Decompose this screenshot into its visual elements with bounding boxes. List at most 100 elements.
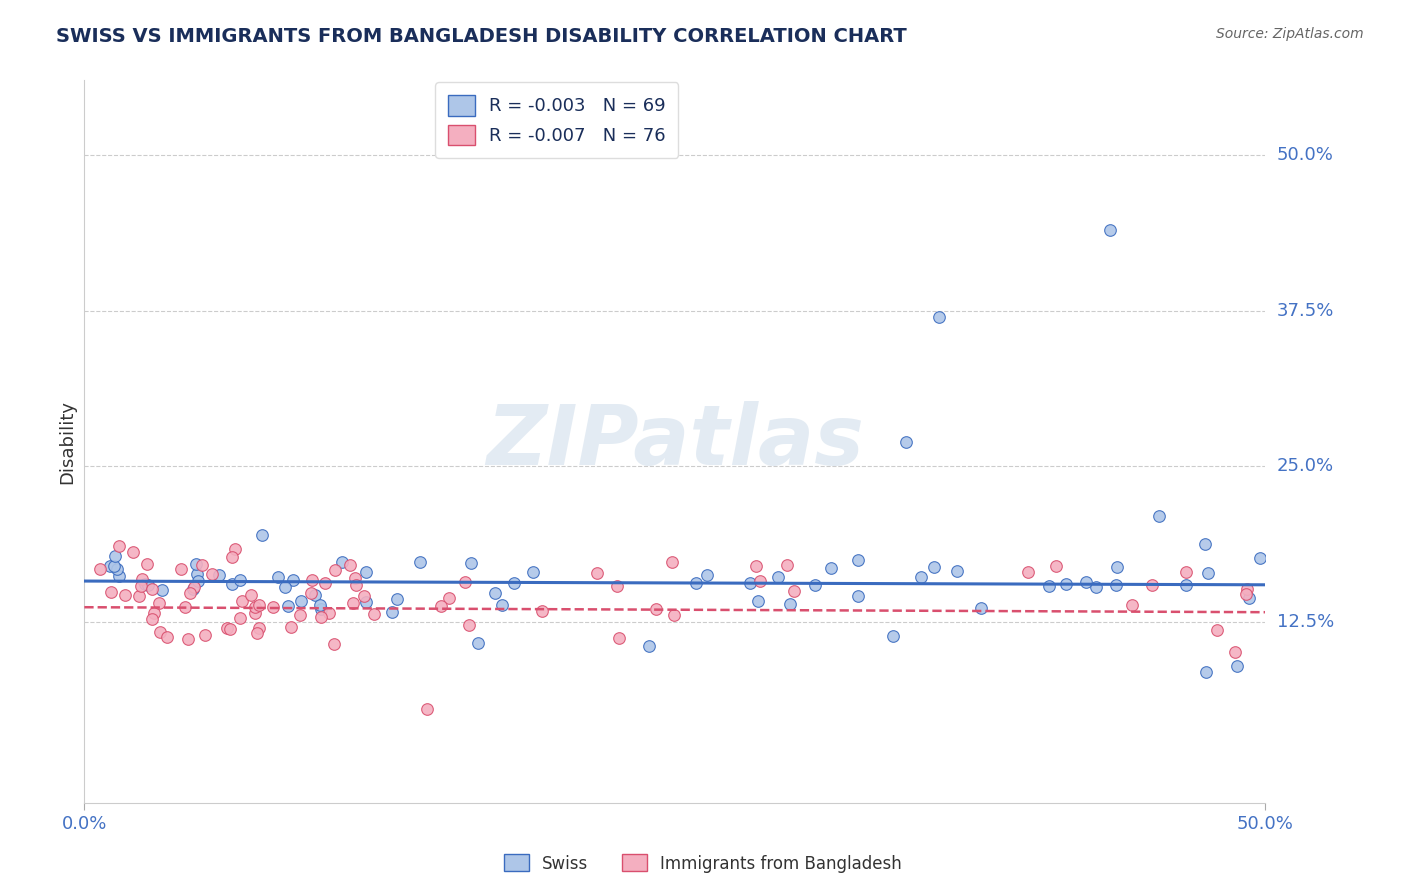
Point (309, 601, 332, 615)
Point (846, 552, 869, 566)
Point (134, 577, 156, 591)
Point (288, 608, 311, 623)
Point (1054, 577, 1077, 591)
Point (820, 561, 842, 575)
Point (143, 606, 166, 620)
Point (748, 574, 770, 589)
Point (247, 621, 270, 635)
Y-axis label: Disability: Disability (58, 400, 76, 483)
Point (491, 598, 513, 612)
Point (1017, 565, 1039, 579)
Point (530, 604, 553, 618)
Point (128, 590, 150, 604)
Point (745, 559, 768, 574)
Point (1174, 566, 1197, 580)
Text: 37.5%: 37.5% (1277, 301, 1334, 319)
Point (215, 620, 238, 634)
Point (638, 640, 661, 654)
Point (1195, 665, 1218, 679)
Point (179, 586, 201, 600)
Point (1197, 566, 1219, 580)
Point (323, 563, 346, 577)
Point (1237, 591, 1260, 605)
Point (311, 610, 333, 624)
Point (1098, 223, 1121, 237)
Point (1226, 658, 1249, 673)
Point (1223, 645, 1246, 659)
Point (150, 582, 173, 597)
Point (460, 557, 482, 571)
Point (277, 599, 299, 613)
Point (173, 599, 195, 614)
Point (1121, 599, 1143, 613)
Point (177, 632, 200, 646)
Point (1045, 558, 1067, 573)
Point (381, 605, 404, 619)
Point (280, 620, 302, 634)
Point (747, 594, 769, 608)
Point (239, 588, 262, 602)
Point (804, 578, 827, 592)
Point (108, 539, 131, 553)
Point (304, 588, 326, 602)
Text: Source: ZipAtlas.com: Source: ZipAtlas.com (1216, 27, 1364, 41)
Point (136, 578, 159, 592)
Point (1074, 575, 1097, 590)
Point (846, 589, 869, 603)
Point (208, 568, 231, 582)
Point (186, 567, 208, 582)
Point (262, 600, 284, 615)
Point (342, 597, 364, 611)
Point (1236, 582, 1258, 596)
Point (738, 576, 761, 591)
Point (1140, 577, 1163, 591)
Point (344, 577, 367, 591)
Point (274, 580, 297, 594)
Point (98, 558, 121, 573)
Point (170, 562, 193, 576)
Point (191, 558, 214, 573)
Point (344, 571, 367, 585)
Point (246, 626, 269, 640)
Point (103, 559, 125, 574)
Point (290, 594, 312, 608)
Point (896, 434, 918, 449)
Point (156, 630, 179, 644)
Point (1038, 579, 1060, 593)
Point (314, 576, 336, 591)
Point (970, 601, 993, 615)
Point (318, 606, 340, 620)
Text: 25.0%: 25.0% (1277, 458, 1334, 475)
Point (105, 562, 128, 576)
Point (776, 558, 799, 572)
Point (131, 572, 153, 586)
Point (187, 574, 209, 588)
Point (141, 582, 163, 596)
Point (330, 555, 353, 569)
Point (228, 573, 250, 587)
Point (1194, 537, 1216, 551)
Point (135, 557, 157, 571)
Point (606, 579, 628, 593)
Legend: R = -0.003   N = 69, R = -0.007   N = 76: R = -0.003 N = 69, R = -0.007 N = 76 (434, 82, 679, 158)
Point (322, 637, 344, 651)
Point (339, 558, 361, 572)
Point (353, 589, 375, 603)
Point (586, 566, 609, 581)
Point (250, 527, 273, 541)
Point (221, 550, 243, 565)
Point (114, 588, 136, 602)
Point (129, 578, 152, 592)
Point (108, 568, 131, 582)
Point (186, 557, 208, 571)
Point (458, 618, 481, 632)
Point (221, 577, 243, 591)
Point (149, 624, 172, 639)
Point (1105, 559, 1128, 574)
Point (183, 581, 205, 595)
Text: SWISS VS IMMIGRANTS FROM BANGLADESH DISABILITY CORRELATION CHART: SWISS VS IMMIGRANTS FROM BANGLADESH DISA… (56, 27, 907, 45)
Point (201, 566, 224, 581)
Point (1084, 580, 1107, 594)
Point (644, 602, 666, 616)
Point (664, 607, 686, 622)
